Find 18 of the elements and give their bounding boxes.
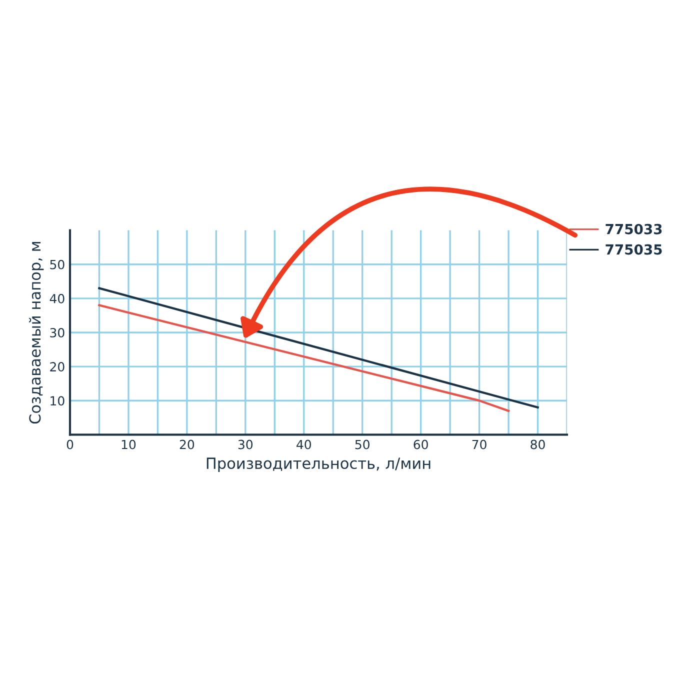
legend-label: 775035 <box>606 244 662 255</box>
x-tick-label: 20 <box>180 440 194 450</box>
legend-label: 775033 <box>606 224 662 234</box>
y-axis-title: Создаваемый напор, м <box>28 242 44 424</box>
y-tick-label: 40 <box>50 294 64 304</box>
y-tick-label: 20 <box>50 362 64 372</box>
x-axis-title: Производительность, л/мин <box>206 458 430 472</box>
x-tick-label: 50 <box>355 440 370 450</box>
x-tick-label: 0 <box>66 440 74 450</box>
y-tick-label: 30 <box>50 328 64 338</box>
x-tick-label: 60 <box>414 440 428 450</box>
y-tick-label: 10 <box>50 396 64 406</box>
y-tick-label: 50 <box>50 260 64 270</box>
x-tick-label: 80 <box>530 440 545 450</box>
x-tick-label: 30 <box>238 440 253 450</box>
x-tick-label: 70 <box>472 440 486 450</box>
x-tick-label: 40 <box>296 440 312 450</box>
x-tick-label: 10 <box>122 440 136 450</box>
